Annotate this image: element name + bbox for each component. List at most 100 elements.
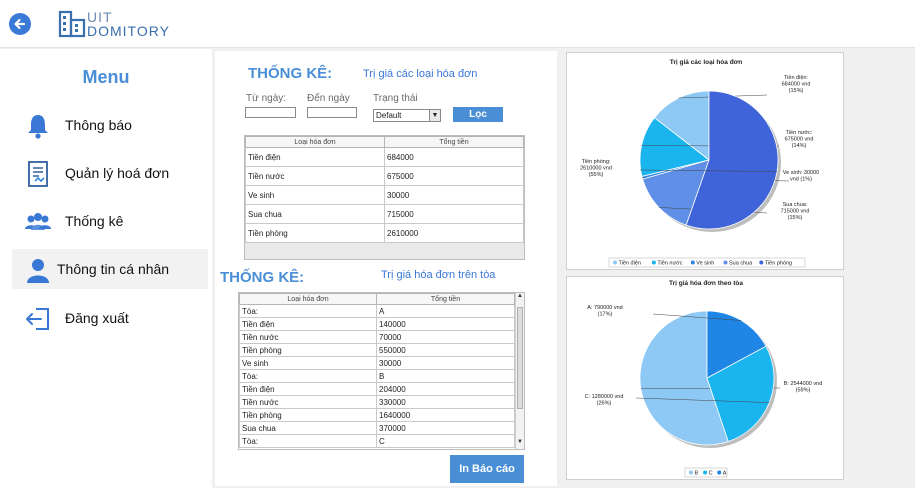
scroll-down-icon[interactable]: ▼ <box>516 439 524 449</box>
slice-label: (59%) <box>796 388 811 394</box>
stats1-title: THỐNG KÊ: <box>248 65 332 82</box>
table-row[interactable]: Ve sinh 30000 <box>240 357 515 370</box>
arrow-left-icon <box>9 13 31 35</box>
sidebar-item-label: Thông tin cá nhân <box>57 261 169 277</box>
table-header[interactable]: Loại hóa đơn <box>246 137 385 148</box>
statistics-panel: THỐNG KÊ: Trị giá các loại hóa đơn Từ ng… <box>215 51 557 486</box>
table-header[interactable]: Loại hóa đơn <box>240 294 377 305</box>
scrollbar-thumb[interactable] <box>517 307 523 409</box>
table-cell: 2610000 <box>385 224 524 243</box>
slice-label: 715000 vnd <box>781 209 810 215</box>
table-row[interactable]: Ve sinh 30000 <box>246 186 524 205</box>
chevron-down-icon: ▼ <box>429 110 440 121</box>
table-header[interactable]: Tổng tiền <box>377 294 515 305</box>
slice-label: Ve sinh: 30000 <box>783 170 819 176</box>
chart-legend: Tiền điện Tiền nước Ve sinh Sua chua Tiền ph… <box>609 258 805 267</box>
filter-button[interactable]: Lọc <box>453 107 503 122</box>
table-row[interactable]: Tòa: B <box>240 370 515 383</box>
sidebar: Menu Thông báo Quản lý hoá đơn <box>0 49 212 488</box>
table-row[interactable]: Tòa: C <box>240 435 515 448</box>
legend-swatch <box>613 261 617 265</box>
from-date-input[interactable] <box>245 107 296 118</box>
logout-icon <box>24 305 52 333</box>
legend-label: B <box>695 471 699 477</box>
brand-name-line2: DOMITORY <box>87 23 170 39</box>
scroll-up-icon[interactable]: ▲ <box>516 293 524 303</box>
table-cell: Tiền nước <box>240 331 377 344</box>
user-icon <box>24 256 52 284</box>
slice-label: C: 1280000 vnd <box>585 394 624 400</box>
table-cell: Sua chua <box>246 205 385 224</box>
table-cell: 30000 <box>377 357 515 370</box>
table-cell: Tiền điện <box>240 318 377 331</box>
header-bar: UIT DOMITORY <box>0 0 915 48</box>
table-cell: Ve sinh <box>246 186 385 205</box>
sidebar-item-notifications[interactable]: Thông báo <box>12 105 208 145</box>
legend-swatch <box>689 471 693 475</box>
stats2-title: THỐNG KÊ: <box>220 269 304 286</box>
legend-label: A <box>723 471 727 477</box>
table-cell: Tòa: <box>240 305 377 318</box>
table-cell: 70000 <box>377 331 515 344</box>
bell-icon <box>24 112 52 140</box>
legend-swatch <box>652 261 656 265</box>
legend-swatch <box>717 471 721 475</box>
from-date-label: Từ ngày: <box>246 93 286 104</box>
to-date-label: Đến ngày <box>307 93 350 104</box>
chart-title: Trị giá các loại hóa đơn <box>670 59 743 66</box>
table-row[interactable]: Sua chua 715000 <box>246 205 524 224</box>
slice-label: (15%) <box>789 88 804 94</box>
slice-label: (14%) <box>792 143 807 149</box>
table-row[interactable]: Tiền phòng 1640000 <box>240 409 515 422</box>
table-cell: Tiền nước <box>240 396 377 409</box>
table-row[interactable]: Tiền điện 204000 <box>240 383 515 396</box>
sidebar-item-statistics[interactable]: Thống kê <box>12 201 208 241</box>
table-row[interactable]: Tiền nước 675000 <box>246 167 524 186</box>
slice-label: vnd (1%) <box>790 177 812 183</box>
slice-label: (26%) <box>597 401 612 407</box>
table-row[interactable]: Tiền điện 684000 <box>246 148 524 167</box>
sidebar-item-profile[interactable]: Thông tin cá nhân <box>12 249 208 289</box>
status-select[interactable]: Default ▼ <box>373 109 441 122</box>
table-cell: 550000 <box>377 344 515 357</box>
sidebar-item-invoices[interactable]: Quản lý hoá đơn <box>12 153 208 193</box>
table-cell: Tiền điện <box>240 383 377 396</box>
table-header[interactable]: Tổng tiền <box>385 137 524 148</box>
legend-label: Tiền nước <box>657 261 682 267</box>
table-row[interactable]: Tiền nước 70000 <box>240 331 515 344</box>
table-row[interactable]: Sua chua 370000 <box>240 422 515 435</box>
menu-title: Menu <box>0 67 212 88</box>
table-cell: Tiền điện <box>246 148 385 167</box>
slice-label: (17%) <box>598 312 613 318</box>
slice-label: (55%) <box>589 172 604 178</box>
table-cell: Tiền phòng <box>240 344 377 357</box>
legend-label: Tiền phòng <box>765 261 792 267</box>
sidebar-item-label: Thống kê <box>65 213 123 229</box>
to-date-input[interactable] <box>307 107 357 118</box>
legend-label: Sua chua <box>729 261 753 267</box>
pie-chart-svg: Trị giá hóa đơn theo tòa B: 2544000 vnd(5… <box>567 277 845 481</box>
print-report-button[interactable]: In Báo cáo <box>450 455 524 483</box>
building-pie-chart: Trị giá hóa đơn theo tòa B: 2544000 vnd (5… <box>566 276 844 480</box>
table-cell: 330000 <box>377 396 515 409</box>
table-row[interactable]: Tòa: A <box>240 305 515 318</box>
table-scrollbar[interactable]: ▲ ▼ <box>515 293 524 449</box>
legend-swatch <box>703 471 707 475</box>
building-icon <box>58 10 88 38</box>
slice-label: (15%) <box>788 215 803 221</box>
table-row[interactable]: Tiền nước 330000 <box>240 396 515 409</box>
back-button[interactable] <box>9 13 31 35</box>
table-cell: Tiền phòng <box>240 409 377 422</box>
slice-label: 2610000 vnd <box>580 166 612 172</box>
invoice-type-table: Loại hóa đơn Tổng tiền Tiền điện 684000 T… <box>244 135 525 260</box>
table-cell: Sua chua <box>240 422 377 435</box>
sidebar-item-logout[interactable]: Đăng xuất <box>12 298 208 338</box>
slice-label: 684000 vnd <box>782 82 811 88</box>
table-cell: Tòa: <box>240 370 377 383</box>
table-row[interactable]: Tiền phòng 2610000 <box>246 224 524 243</box>
table-row[interactable]: Tiền phòng 550000 <box>240 344 515 357</box>
slice-label: Tiền nước: <box>786 130 813 136</box>
table-row[interactable]: Tiền điện 140000 <box>240 318 515 331</box>
users-group-icon <box>24 208 52 236</box>
